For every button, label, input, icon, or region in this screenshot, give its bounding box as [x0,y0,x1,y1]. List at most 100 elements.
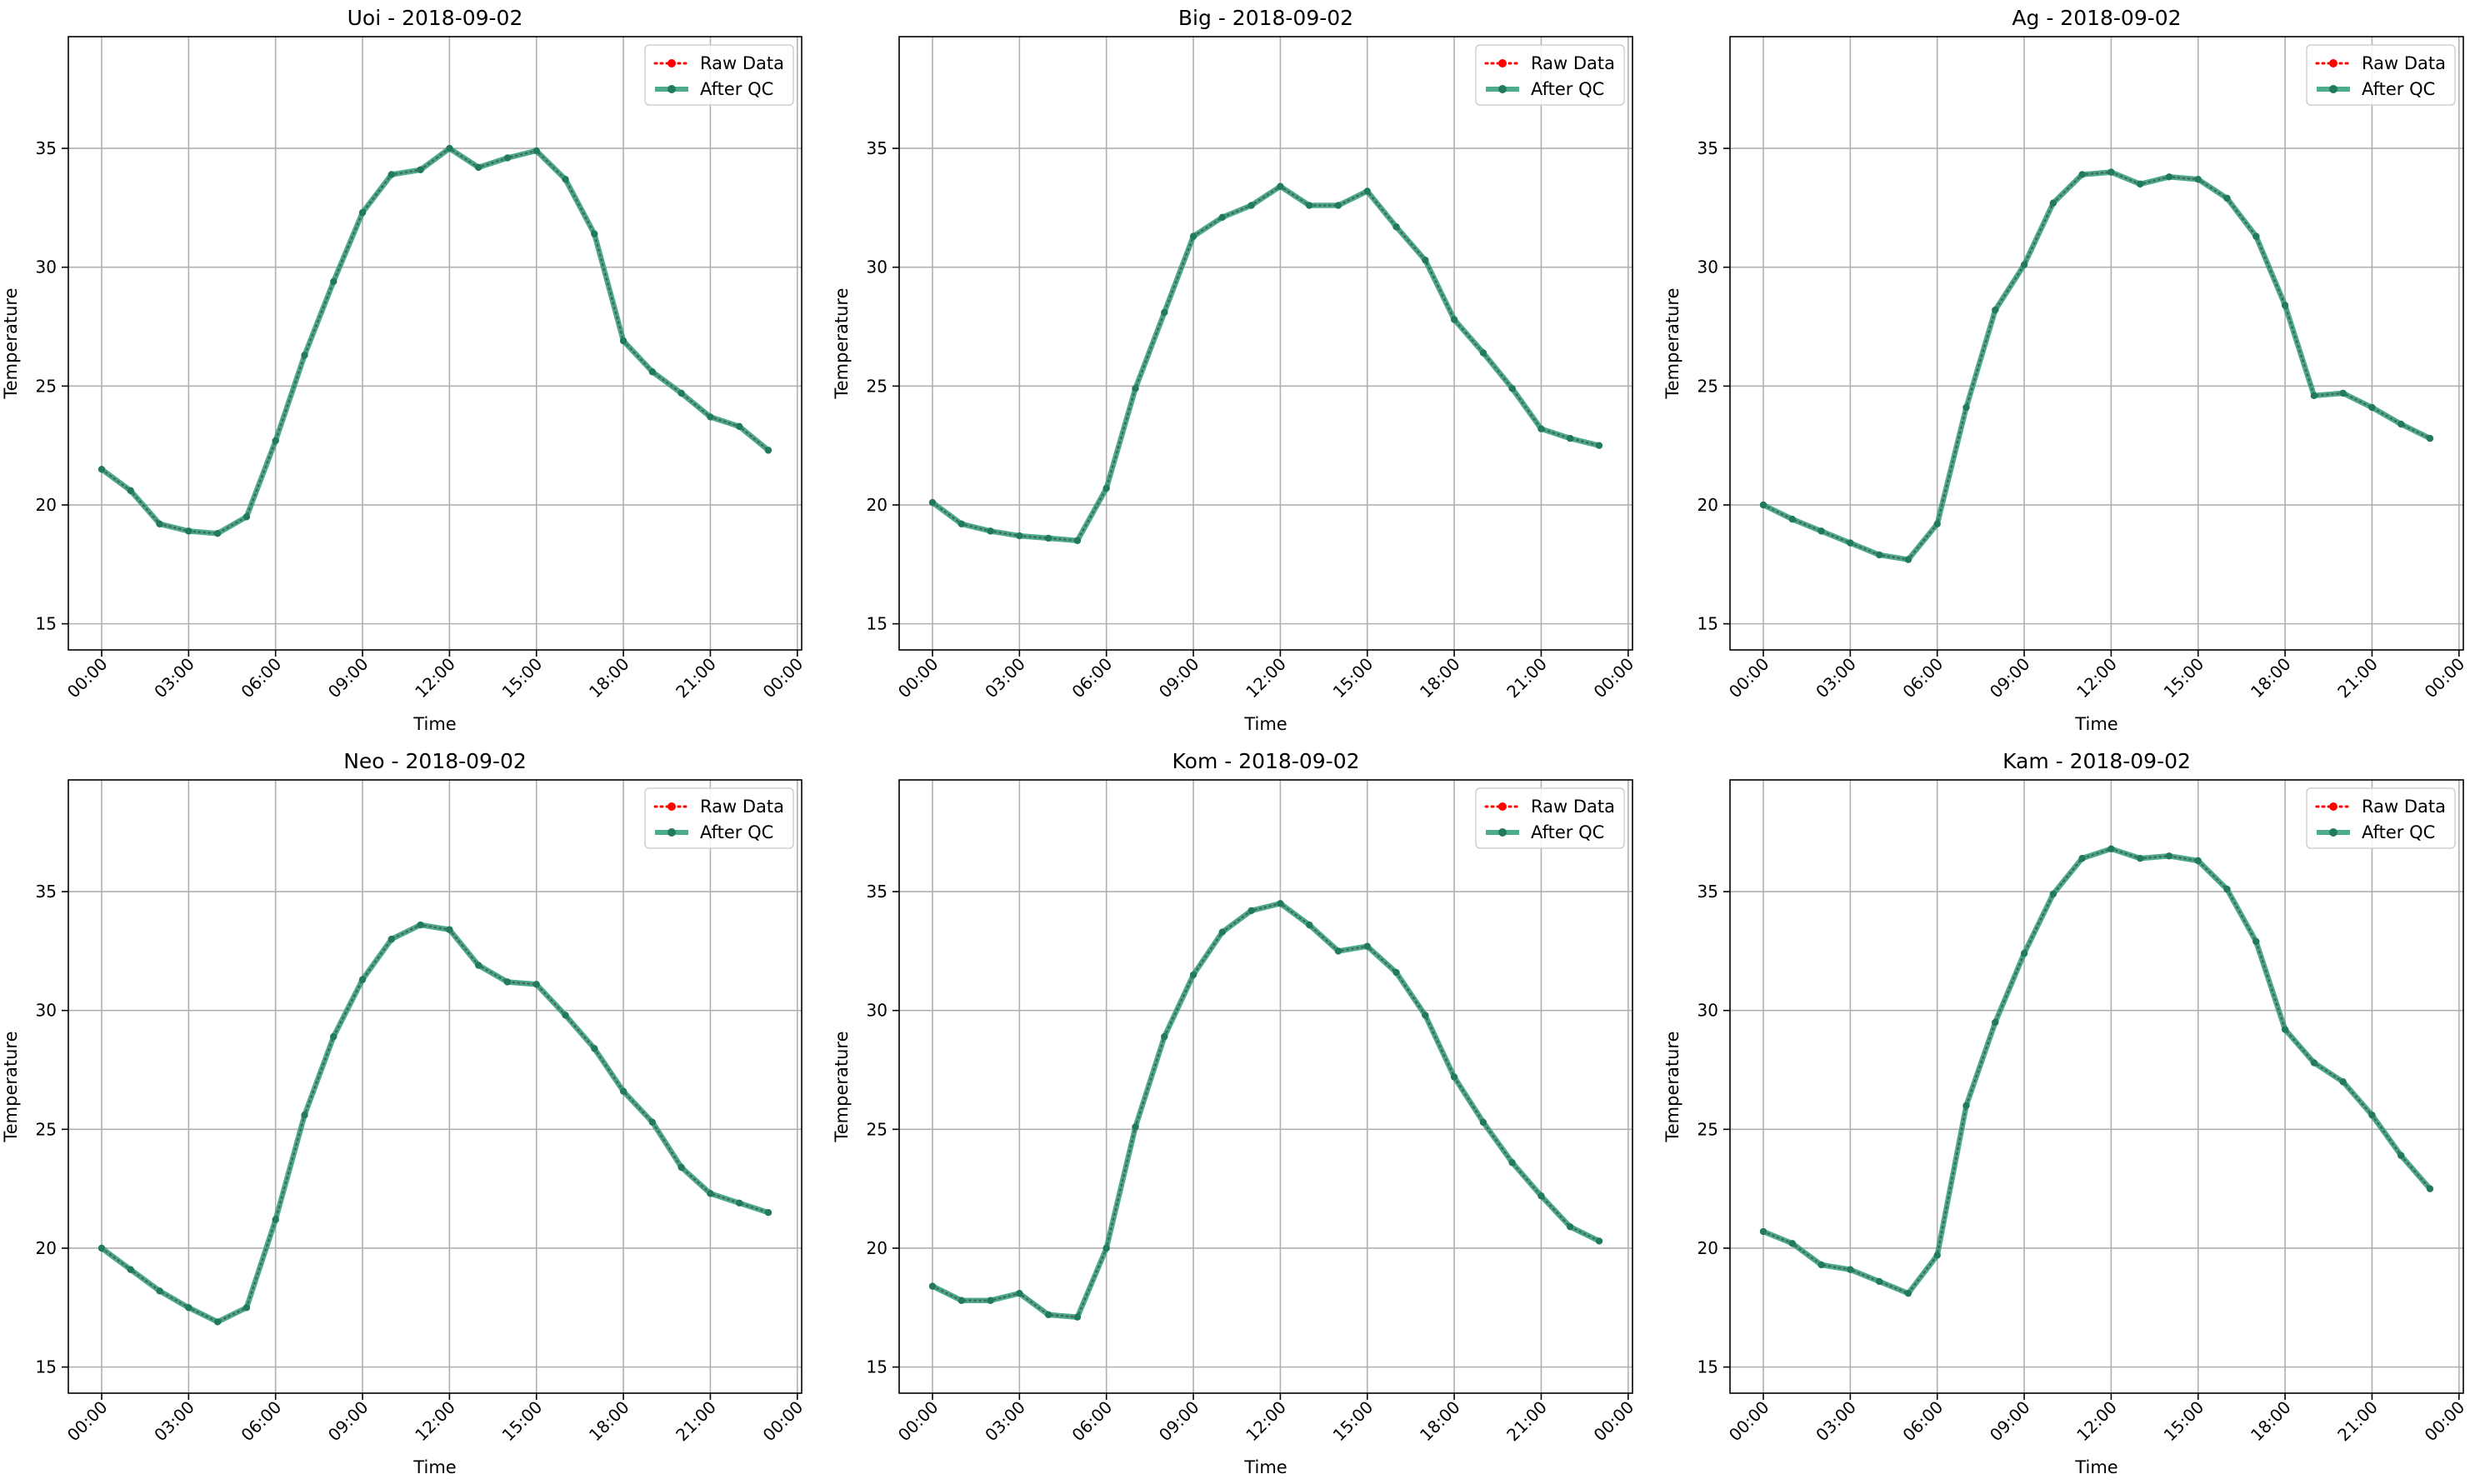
x-tick-label: 06:00 [1068,1397,1117,1446]
after-qc-point [1508,1159,1516,1167]
after-qc-point [1073,1313,1082,1321]
y-axis-label: Temperature [832,1031,852,1142]
y-tick-label: 15 [1698,614,1718,634]
x-tick-label: 15:00 [1329,1397,1378,1446]
x-tick-label: 06:00 [1899,1397,1948,1446]
after-qc-point [2078,854,2086,862]
after-qc-point [591,1045,598,1052]
after-qc-point [185,527,192,535]
chart-title: Ag - 2018-09-02 [2012,6,2181,30]
x-tick-label: 18:00 [2247,654,2295,702]
x-tick-label: 03:00 [1812,654,1860,702]
legend-raw-marker [2329,59,2338,67]
after-qc-point [1567,1223,1574,1231]
after-qc-point [1277,182,1284,190]
y-tick-label: 30 [867,257,888,277]
after-qc-point [1992,306,1999,314]
after-qc-point [156,1287,163,1295]
after-qc-point [1450,316,1458,323]
after-qc-point [1479,349,1488,357]
after-qc-point [1363,942,1371,950]
legend-qc-marker [2329,828,2338,837]
after-qc-point [707,413,714,421]
chart-title: Kom - 2018-09-02 [1172,749,1360,773]
x-tick-label: 00:00 [759,654,808,702]
x-tick-label: 00:00 [63,654,112,702]
y-tick-label: 15 [36,614,57,634]
after-qc-point [1016,1289,1023,1297]
after-qc-point [1933,520,1941,528]
y-tick-label: 15 [867,1357,888,1377]
y-axis-label: Temperature [1662,1031,1682,1142]
after-qc-point [2020,950,2028,957]
axes-frame [898,36,1633,651]
x-tick-label: 15:00 [2160,1397,2208,1446]
after-qc-point [503,978,512,986]
x-tick-label: 06:00 [1068,654,1117,702]
after-qc-point [1422,1012,1429,1019]
y-tick-label: 15 [1698,1357,1718,1377]
y-tick-label: 35 [1698,882,1718,902]
x-tick-label: 00:00 [2421,1397,2469,1446]
after-qc-point [1102,1244,1110,1252]
after-qc-point [1248,907,1255,915]
x-axis-label: Time [412,714,456,734]
after-qc-point [2078,171,2086,178]
after-qc-point [2136,180,2144,188]
after-qc-point [1962,1102,1970,1110]
after-qc-point [2223,886,2231,893]
legend-qc-marker [2329,85,2338,93]
x-tick-label: 03:00 [150,654,198,702]
after-qc-point [1450,1073,1458,1081]
after-qc-point [764,447,772,454]
after-qc-point [330,1032,338,1041]
after-qc-point [1788,1240,1796,1247]
after-qc-point [2426,1185,2434,1192]
legend-raw-label: Raw Data [700,797,784,817]
x-axis-label: Time [2074,714,2118,734]
after-qc-point [987,527,994,535]
x-tick-label: 09:00 [324,1397,372,1446]
x-axis-label: Time [1243,714,1287,734]
after-qc-point [1933,1252,1941,1259]
after-qc-point [127,487,134,495]
y-tick-label: 20 [1698,495,1718,515]
y-axis-label: Temperature [1662,287,1682,399]
after-qc-point [1962,403,1970,412]
legend-qc-label: After QC [700,822,773,842]
y-tick-label: 20 [36,1238,57,1258]
x-tick-label: 15:00 [2160,654,2208,702]
after-qc-point [2108,845,2115,852]
after-qc-point [2339,1078,2347,1086]
legend-raw-label: Raw Data [2362,53,2446,73]
after-qc-point [1218,213,1227,222]
after-qc-point [1904,1289,1912,1297]
after-qc-point [242,1304,251,1312]
y-tick-label: 30 [36,257,57,277]
x-tick-label: 21:00 [2333,654,2382,702]
y-tick-label: 25 [867,1119,888,1139]
after-qc-point [2368,403,2376,412]
after-qc-point [1161,1032,1168,1041]
after-qc-point [417,921,424,929]
after-qc-point [1875,1277,1883,1286]
after-qc-point [1277,900,1284,907]
x-tick-label: 12:00 [1242,654,1290,702]
after-qc-point [1016,532,1023,540]
after-qc-point [736,422,743,431]
after-qc-point [648,368,657,376]
after-qc-point [1422,256,1429,264]
after-qc-point [301,352,308,359]
legend-raw-label: Raw Data [1531,797,1615,817]
chart-panel: 15 20 25 30 35 00:00 03:00 06:00 09:00 12:00 15:00… [832,6,1638,734]
after-qc-point [1161,308,1168,317]
after-qc-point [127,1266,134,1273]
x-tick-label: 00:00 [894,654,942,702]
y-tick-label: 20 [36,495,57,515]
after-qc-point [1305,921,1313,929]
x-tick-label: 18:00 [585,654,633,702]
x-tick-label: 12:00 [2072,654,2121,702]
after-qc-point [1392,223,1400,231]
after-qc-point [2165,852,2173,860]
after-qc-point [1363,187,1371,195]
